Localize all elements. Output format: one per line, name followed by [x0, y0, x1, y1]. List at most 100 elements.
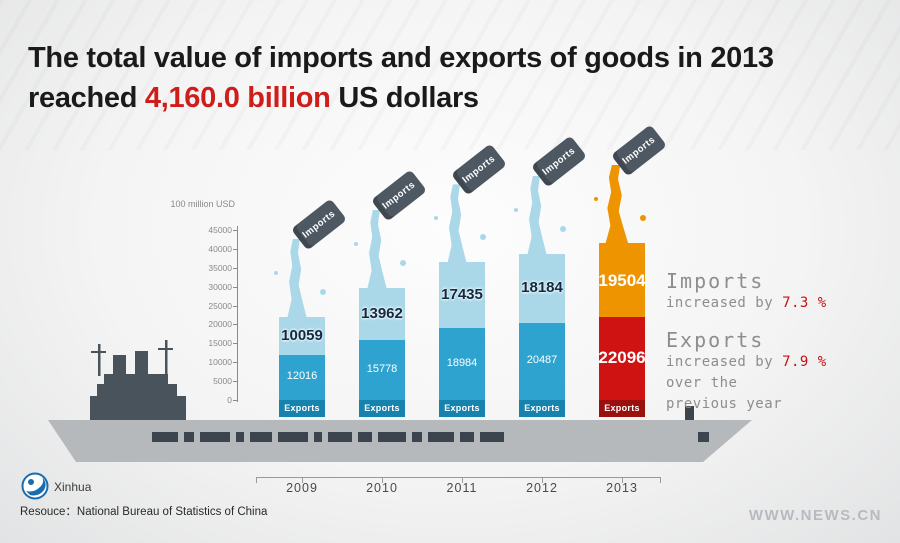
pour-stream-2012 — [527, 175, 547, 256]
imports-bucket-label: Imports — [620, 134, 658, 167]
y-tick-mark — [233, 362, 237, 364]
exports-value-2013: 22096 — [598, 348, 646, 368]
y-tick-label-35000: 35000 — [208, 262, 232, 273]
pour-stream-2010 — [367, 209, 387, 290]
y-tick-label-30000: 30000 — [208, 281, 232, 292]
droplet-icon — [354, 241, 358, 246]
imports-percentage: 7.3 % — [782, 295, 827, 311]
imports-annotation-prefix: increased by — [666, 295, 783, 311]
y-tick-label-20000: 20000 — [208, 319, 232, 330]
imports-bucket-label: Imports — [300, 207, 338, 241]
title-line-2-suffix: US dollars — [330, 82, 479, 114]
y-axis — [237, 226, 238, 402]
x-tick-mark — [622, 477, 623, 483]
y-tick-mark — [233, 286, 237, 288]
y-tick-label-40000: 40000 — [208, 243, 232, 254]
x-tick-mark — [256, 477, 257, 483]
annotation-tail-line-1: over the — [666, 375, 738, 391]
imports-value-2009: 10059 — [281, 326, 323, 344]
x-tick-mark — [302, 477, 303, 483]
imports-value-2012: 18184 — [521, 279, 563, 297]
year-label-2010: 2010 — [366, 481, 398, 495]
droplet-icon — [320, 288, 326, 295]
exports-segment-2012 — [519, 322, 565, 400]
exports-tag-2012: Exports — [519, 400, 565, 417]
annotation-spacer — [666, 314, 891, 328]
x-tick-mark — [382, 477, 383, 483]
y-tick-label-25000: 25000 — [208, 300, 232, 311]
pour-stream-2009 — [287, 238, 307, 319]
y-tick-label-45000: 45000 — [208, 225, 232, 235]
x-tick-mark — [542, 477, 543, 483]
droplet-icon — [400, 259, 406, 266]
exports-annotation-prefix: increased by — [666, 354, 783, 370]
x-tick-mark — [462, 477, 463, 483]
imports-segment-2013 — [599, 242, 645, 317]
exports-value-2009: 12016 — [286, 370, 318, 383]
title-line-2: reached 4,160.0 billion US dollars — [28, 78, 888, 118]
y-tick-mark — [233, 381, 237, 383]
droplet-icon — [514, 207, 518, 212]
y-axis-unit-label: 100 million USD — [170, 199, 235, 209]
page-title: The total value of imports and exports o… — [28, 38, 888, 118]
y-tick-mark — [233, 324, 237, 326]
imports-bucket-label: Imports — [380, 179, 418, 212]
droplet-icon — [640, 214, 646, 221]
exports-value-2010: 15778 — [366, 363, 398, 376]
y-tick-mark — [233, 305, 237, 307]
imports-value-2010: 13962 — [361, 305, 403, 323]
pour-stream-2011 — [447, 184, 467, 265]
y-tick-label-0: 0 — [227, 395, 232, 405]
exports-segment-2010 — [359, 340, 405, 400]
annotations-panel: Imports increased by 7.3 % Exports incre… — [666, 269, 891, 415]
title-line-2-prefix: reached — [28, 82, 145, 114]
imports-segment-2012 — [519, 253, 565, 323]
imports-bucket-label: Imports — [540, 145, 578, 178]
year-label-2011: 2011 — [446, 481, 478, 495]
exports-percentage: 7.9 % — [782, 354, 827, 370]
title-line-1: The total value of imports and exports o… — [28, 42, 774, 74]
exports-value-2012: 20487 — [526, 354, 558, 367]
imports-segment-2011 — [439, 262, 485, 329]
y-tick-mark — [233, 343, 237, 345]
annotation-tail-line-2: previous year — [666, 396, 783, 412]
exports-annotation-line: increased by 7.9 % — [666, 352, 891, 373]
exports-tag-2009: Exports — [279, 400, 325, 417]
exports-segment-2013 — [599, 316, 645, 400]
exports-segment-2011 — [439, 328, 485, 400]
droplet-icon — [560, 225, 566, 232]
exports-segment-2009 — [279, 354, 325, 400]
website-watermark: WWW.NEWS.CN — [748, 507, 882, 524]
xinhua-logo-icon — [21, 472, 49, 500]
y-tick-mark — [233, 248, 237, 250]
exports-annotation-title: Exports — [666, 328, 765, 352]
year-label-2012: 2012 — [526, 481, 558, 495]
title-highlight-value: 4,160.0 billion — [144, 82, 331, 114]
droplet-icon — [594, 196, 598, 201]
imports-value-2011: 17435 — [441, 286, 483, 304]
year-label-2009: 2009 — [286, 481, 318, 495]
imports-segment-2009 — [279, 316, 325, 355]
y-tick-label-5000: 5000 — [213, 376, 232, 387]
droplet-icon — [480, 234, 486, 241]
ship-illustration — [48, 340, 752, 462]
exports-value-2011: 18984 — [446, 357, 478, 370]
imports-value-2013: 19504 — [598, 270, 646, 290]
exports-tag-2010: Exports — [359, 400, 405, 417]
droplet-icon — [274, 270, 278, 275]
y-tick-mark — [233, 400, 237, 401]
x-axis — [256, 477, 660, 478]
y-tick-mark — [233, 267, 237, 269]
exports-tag-2011: Exports — [439, 400, 485, 417]
y-tick-label-15000: 15000 — [208, 338, 232, 349]
imports-bucket-label: Imports — [460, 153, 498, 187]
imports-annotation-title: Imports — [666, 269, 765, 293]
y-tick-mark — [233, 230, 237, 231]
x-tick-mark — [660, 477, 661, 483]
imports-annotation-line: increased by 7.3 % — [666, 293, 891, 314]
pour-stream-2013 — [605, 164, 629, 245]
year-label-2013: 2013 — [606, 481, 638, 495]
exports-tag-2013: Exports — [599, 400, 645, 417]
agency-name: Xinhua — [54, 480, 92, 494]
